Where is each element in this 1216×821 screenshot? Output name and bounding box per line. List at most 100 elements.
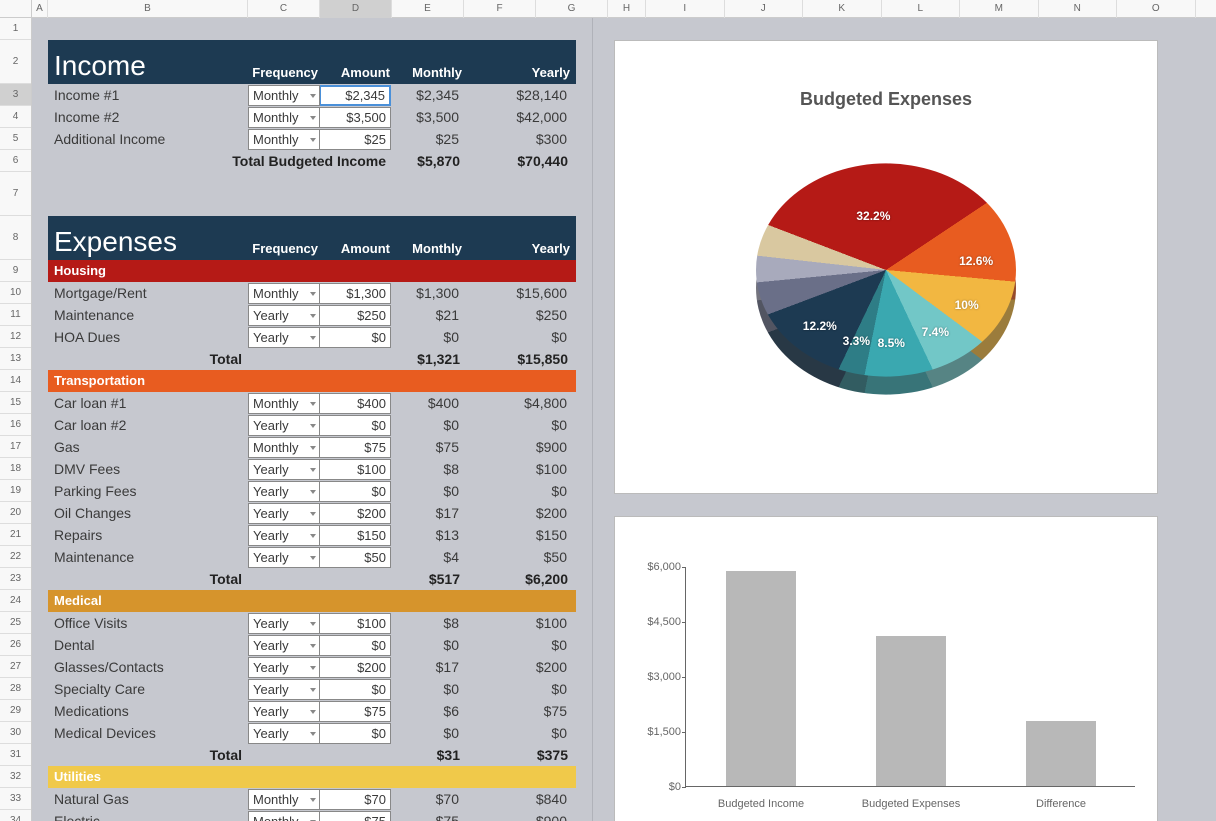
amount-cell[interactable]: $150 bbox=[319, 525, 391, 546]
row-header-6[interactable]: 6 bbox=[0, 150, 31, 172]
row-header-28[interactable]: 28 bbox=[0, 678, 31, 700]
frequency-dropdown[interactable]: Yearly bbox=[248, 305, 320, 326]
amount-cell[interactable]: $100 bbox=[319, 613, 391, 634]
col-headers-right: I J K L M N O P bbox=[646, 0, 1216, 18]
row-header-3[interactable]: 3 bbox=[0, 84, 31, 106]
frequency-dropdown[interactable]: Yearly bbox=[248, 503, 320, 524]
row-header-25[interactable]: 25 bbox=[0, 612, 31, 634]
row-header-18[interactable]: 18 bbox=[0, 458, 31, 480]
yearly-cell: $840 bbox=[463, 791, 571, 807]
frequency-dropdown[interactable]: Yearly bbox=[248, 525, 320, 546]
amount-cell[interactable]: $2,345 bbox=[319, 85, 391, 106]
amount-cell[interactable]: $70 bbox=[319, 789, 391, 810]
yearly-cell: $0 bbox=[463, 483, 571, 499]
monthly-cell: $0 bbox=[391, 417, 463, 433]
amount-cell[interactable]: $75 bbox=[319, 811, 391, 821]
category-header: Utilities bbox=[48, 766, 576, 788]
row-header-33[interactable]: 33 bbox=[0, 788, 31, 810]
frequency-dropdown[interactable]: Yearly bbox=[248, 657, 320, 678]
frequency-dropdown[interactable]: Yearly bbox=[248, 327, 320, 348]
frequency-dropdown[interactable]: Monthly bbox=[248, 789, 320, 810]
row-header-8[interactable]: 8 bbox=[0, 216, 31, 260]
amount-cell[interactable]: $0 bbox=[319, 723, 391, 744]
row-header-24[interactable]: 24 bbox=[0, 590, 31, 612]
frequency-dropdown[interactable]: Yearly bbox=[248, 701, 320, 722]
total-monthly: $517 bbox=[392, 571, 464, 587]
row-header-17[interactable]: 17 bbox=[0, 436, 31, 458]
row-header-16[interactable]: 16 bbox=[0, 414, 31, 436]
col-header-D[interactable]: D bbox=[320, 0, 392, 18]
row-header-21[interactable]: 21 bbox=[0, 524, 31, 546]
frequency-dropdown[interactable]: Monthly bbox=[248, 393, 320, 414]
row-header-1[interactable]: 1 bbox=[0, 18, 31, 40]
amount-cell[interactable]: $0 bbox=[319, 327, 391, 348]
amount-cell[interactable]: $50 bbox=[319, 547, 391, 568]
row-header-31[interactable]: 31 bbox=[0, 744, 31, 766]
bar-chart: $0$1,500$3,000$4,500$6,000Budgeted Incom… bbox=[685, 567, 1135, 787]
monthly-cell: $0 bbox=[391, 483, 463, 499]
amount-cell[interactable]: $250 bbox=[319, 305, 391, 326]
row-header-7[interactable]: 7 bbox=[0, 172, 31, 216]
frequency-dropdown[interactable]: Yearly bbox=[248, 723, 320, 744]
row-header-30[interactable]: 30 bbox=[0, 722, 31, 744]
expense-label: Electric bbox=[48, 813, 248, 821]
frequency-dropdown[interactable]: Yearly bbox=[248, 459, 320, 480]
col-header-A[interactable]: A bbox=[32, 0, 48, 18]
frequency-dropdown[interactable]: Yearly bbox=[248, 415, 320, 436]
frequency-dropdown[interactable]: Yearly bbox=[248, 481, 320, 502]
row-header-34[interactable]: 34 bbox=[0, 810, 31, 821]
amount-cell[interactable]: $200 bbox=[319, 657, 391, 678]
row-header-12[interactable]: 12 bbox=[0, 326, 31, 348]
row-header-27[interactable]: 27 bbox=[0, 656, 31, 678]
row-header-15[interactable]: 15 bbox=[0, 392, 31, 414]
col-header-C[interactable]: C bbox=[248, 0, 320, 18]
col-header-G[interactable]: G bbox=[536, 0, 608, 18]
frequency-dropdown[interactable]: Yearly bbox=[248, 613, 320, 634]
amount-cell[interactable]: $200 bbox=[319, 503, 391, 524]
frequency-dropdown[interactable]: Monthly bbox=[248, 437, 320, 458]
row-header-13[interactable]: 13 bbox=[0, 348, 31, 370]
row-header-14[interactable]: 14 bbox=[0, 370, 31, 392]
row-header-32[interactable]: 32 bbox=[0, 766, 31, 788]
sheet-corner[interactable] bbox=[0, 0, 32, 18]
frequency-dropdown[interactable]: Monthly bbox=[248, 811, 320, 821]
row-header-11[interactable]: 11 bbox=[0, 304, 31, 326]
col-header-B[interactable]: B bbox=[48, 0, 248, 18]
grid-area[interactable]: Income Frequency Amount Monthly Yearly I… bbox=[32, 18, 1216, 821]
amount-cell[interactable]: $0 bbox=[319, 635, 391, 656]
frequency-dropdown[interactable]: Monthly bbox=[248, 85, 320, 106]
frequency-dropdown[interactable]: Monthly bbox=[248, 129, 320, 150]
amount-cell[interactable]: $0 bbox=[319, 481, 391, 502]
frequency-dropdown[interactable]: Yearly bbox=[248, 679, 320, 700]
row-header-9[interactable]: 9 bbox=[0, 260, 31, 282]
row-header-26[interactable]: 26 bbox=[0, 634, 31, 656]
amount-cell[interactable]: $75 bbox=[319, 437, 391, 458]
monthly-cell: $6 bbox=[391, 703, 463, 719]
col-header-F[interactable]: F bbox=[464, 0, 536, 18]
row-header-5[interactable]: 5 bbox=[0, 128, 31, 150]
row-header-19[interactable]: 19 bbox=[0, 480, 31, 502]
frequency-dropdown[interactable]: Monthly bbox=[248, 107, 320, 128]
row-header-22[interactable]: 22 bbox=[0, 546, 31, 568]
row-header-2[interactable]: 2 bbox=[0, 40, 31, 84]
amount-cell[interactable]: $400 bbox=[319, 393, 391, 414]
col-header-H[interactable]: H bbox=[608, 0, 646, 18]
row-header-23[interactable]: 23 bbox=[0, 568, 31, 590]
col-header-E[interactable]: E bbox=[392, 0, 464, 18]
amount-cell[interactable]: $0 bbox=[319, 415, 391, 436]
bar-ytick-label: $3,000 bbox=[626, 671, 681, 683]
amount-cell[interactable]: $100 bbox=[319, 459, 391, 480]
row-header-4[interactable]: 4 bbox=[0, 106, 31, 128]
row-header-29[interactable]: 29 bbox=[0, 700, 31, 722]
amount-cell[interactable]: $3,500 bbox=[319, 107, 391, 128]
row-header-20[interactable]: 20 bbox=[0, 502, 31, 524]
amount-cell[interactable]: $75 bbox=[319, 701, 391, 722]
frequency-dropdown[interactable]: Monthly bbox=[248, 283, 320, 304]
row-header-10[interactable]: 10 bbox=[0, 282, 31, 304]
frequency-dropdown[interactable]: Yearly bbox=[248, 547, 320, 568]
amount-cell[interactable]: $0 bbox=[319, 679, 391, 700]
monthly-cell: $21 bbox=[391, 307, 463, 323]
amount-cell[interactable]: $25 bbox=[319, 129, 391, 150]
amount-cell[interactable]: $1,300 bbox=[319, 283, 391, 304]
frequency-dropdown[interactable]: Yearly bbox=[248, 635, 320, 656]
